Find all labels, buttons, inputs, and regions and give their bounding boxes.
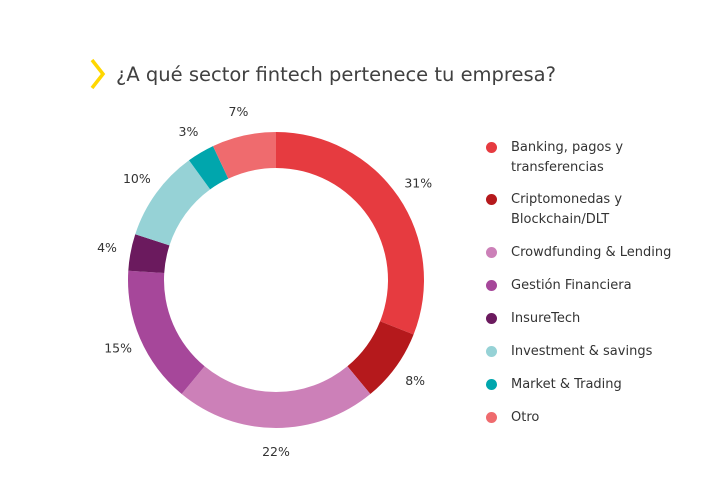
legend-label: Otro (511, 410, 540, 425)
legend-label: Banking, pagos y transferencias (511, 140, 624, 175)
legend-marker (486, 346, 497, 357)
legend-marker (486, 412, 497, 423)
data-label-insuretech: 4% (97, 240, 117, 255)
chart-title: ¿A qué sector fintech pertenece tu empre… (116, 62, 556, 86)
legend-label: Gestión Financiera (511, 278, 632, 293)
slice-gestion-financiera (127, 270, 205, 395)
legend-label: InsureTech (511, 311, 581, 326)
slice-crowdfunding-lending (181, 366, 371, 428)
legend-marker (486, 280, 497, 291)
legend-marker (486, 194, 497, 205)
legend-item-gestion-financiera: Gestión Financiera (486, 276, 701, 296)
slice-market-trading (189, 146, 229, 190)
slice-investment-savings (135, 160, 211, 246)
legend-label: Market & Trading (511, 377, 622, 392)
legend-marker (486, 247, 497, 258)
legend-item-insuretech: InsureTech (486, 309, 701, 329)
legend-label: Criptomonedas y Blockchain/DLT (511, 192, 623, 227)
legend-item-criptomonedas-y-blockchain-dlt: Criptomonedas y Blockchain/DLT (486, 190, 701, 230)
data-label-crowdfunding-lending: 22% (262, 444, 290, 459)
legend-item-otro: Otro (486, 408, 701, 428)
chart-title-row: ¿A qué sector fintech pertenece tu empre… (88, 57, 556, 91)
legend-item-banking-pagos-y-transferencias: Banking, pagos y transferencias (486, 138, 701, 178)
legend-label: Investment & savings (511, 344, 653, 359)
data-label-market-trading: 3% (179, 124, 199, 139)
legend-marker (486, 313, 497, 324)
slice-banking-pagos-y-transferencias (276, 132, 425, 335)
legend-item-investment-savings: Investment & savings (486, 342, 701, 362)
donut-chart: 31% 8% 22% 15% 4% 10% 3% 7% (97, 104, 432, 459)
slice-criptomonedas-y-blockchain-dlt (347, 321, 414, 395)
data-label-banking-pagos-y-transferencias: 31% (404, 175, 432, 190)
data-label-gestion-financiera: 15% (104, 340, 132, 355)
data-label-criptomonedas-y-blockchain-dlt: 8% (405, 373, 425, 388)
slice-otro (212, 132, 276, 179)
chevron-right-icon (90, 58, 106, 90)
slice-insuretech (128, 234, 170, 273)
legend-marker (486, 379, 497, 390)
legend-label: Crowdfunding & Lending (511, 245, 672, 260)
legend-marker (486, 142, 497, 153)
legend-item-crowdfunding-lending: Crowdfunding & Lending (486, 243, 701, 263)
data-label-otro: 7% (229, 104, 249, 119)
legend-item-market-trading: Market & Trading (486, 375, 701, 395)
data-label-investment-savings: 10% (123, 171, 151, 186)
